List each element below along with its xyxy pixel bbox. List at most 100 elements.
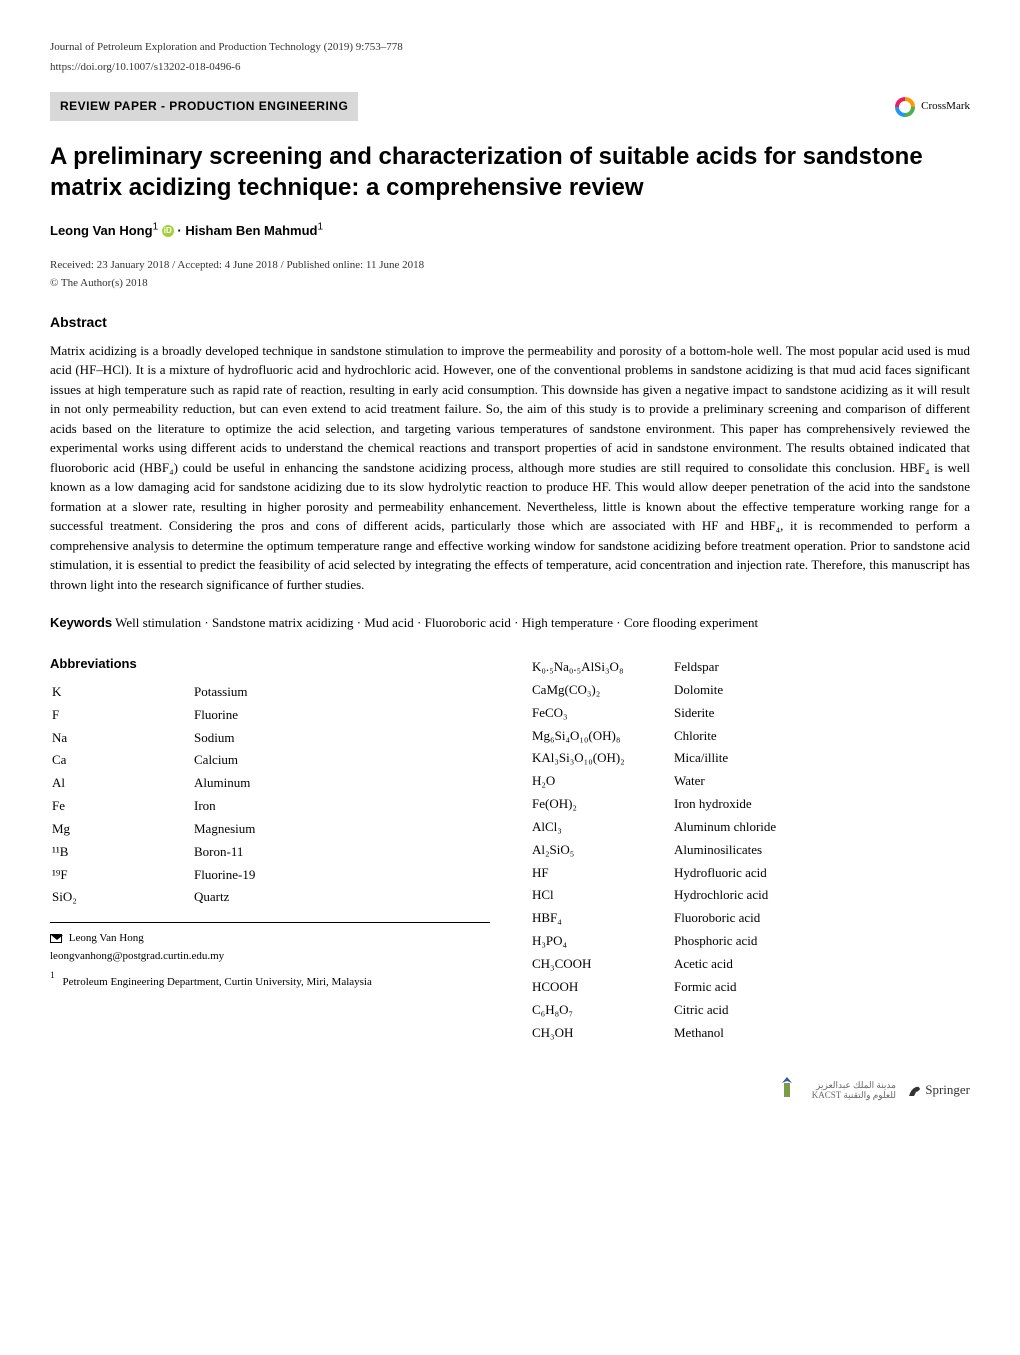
abbrev-symbol: CaMg(CO₃)₂ (532, 680, 672, 701)
abbrev-symbol: K₀.₅Na₀.₅AlSi₃O₈ (532, 657, 672, 678)
abbrev-row: C₆H₈O₇Citric acid (532, 1000, 968, 1021)
abbreviations-heading: Abbreviations (50, 655, 490, 674)
corresponding-author: Leong Van Hong (50, 931, 490, 947)
mail-icon (50, 934, 62, 943)
abbrev-definition: Methanol (674, 1023, 968, 1044)
abbrev-definition: Mica/illite (674, 748, 968, 769)
abbrev-row: Fe(OH)₂Iron hydroxide (532, 794, 968, 815)
abbrev-row: NaSodium (52, 728, 488, 749)
keywords-text: Well stimulation · Sandstone matrix acid… (115, 615, 758, 630)
abbrev-definition: Hydrofluoric acid (674, 863, 968, 884)
affiliation: 1 Petroleum Engineering Department, Curt… (50, 975, 490, 991)
abstract-heading: Abstract (50, 312, 970, 332)
abbrev-symbol: ¹¹B (52, 842, 192, 863)
abbrev-definition: Quartz (194, 887, 488, 908)
abbrev-definition: Siderite (674, 703, 968, 724)
abbrev-row: HBF₄Fluoroboric acid (532, 908, 968, 929)
abbrev-row: K₀.₅Na₀.₅AlSi₃O₈Feldspar (532, 657, 968, 678)
authors-line: Leong Van Hong1 · Hisham Ben Mahmud1 (50, 222, 970, 241)
abbrev-row: HClHydrochloric acid (532, 885, 968, 906)
abstract-text: Matrix acidizing is a broadly developed … (50, 341, 970, 595)
abbrev-row: ¹¹BBoron-11 (52, 842, 488, 863)
abbrev-symbol: K (52, 682, 192, 703)
paper-type-bar: REVIEW PAPER - PRODUCTION ENGINEERING Cr… (50, 92, 970, 121)
abbrev-definition: Calcium (194, 750, 488, 771)
abbrev-row: AlAluminum (52, 773, 488, 794)
abbrev-definition: Aluminosilicates (674, 840, 968, 861)
crossmark-badge[interactable]: CrossMark (895, 97, 970, 117)
abbrev-definition: Acetic acid (674, 954, 968, 975)
affiliation-num: 1 (50, 975, 55, 991)
page-footer: مدينة الملك عبدالعزيزKACST للعلوم والتقن… (50, 1075, 970, 1105)
abbrev-symbol: FeCO₃ (532, 703, 672, 724)
abbrev-symbol: Al₂SiO₅ (532, 840, 672, 861)
abbrev-symbol: Mg (52, 819, 192, 840)
abbrev-symbol: Al (52, 773, 192, 794)
keywords-label: Keywords (50, 615, 112, 630)
corresp-name: Leong Van Hong (69, 932, 144, 944)
abbrev-row: HCOOHFormic acid (532, 977, 968, 998)
abbrev-definition: Iron hydroxide (674, 794, 968, 815)
abbrev-row: AlCl₃Aluminum chloride (532, 817, 968, 838)
abbrev-definition: Boron-11 (194, 842, 488, 863)
abbrev-symbol: AlCl₃ (532, 817, 672, 838)
abbrev-symbol: CH₃OH (532, 1023, 672, 1044)
paper-type-badge: REVIEW PAPER - PRODUCTION ENGINEERING (50, 92, 358, 121)
abbrev-symbol: SiO₂ (52, 887, 192, 908)
abbrev-row: SiO₂Quartz (52, 887, 488, 908)
abbrev-definition: Citric acid (674, 1000, 968, 1021)
left-column: Abbreviations KPotassiumFFluorineNaSodiu… (50, 655, 490, 1045)
journal-info: Journal of Petroleum Exploration and Pro… (50, 40, 970, 56)
abbrev-symbol: Fe (52, 796, 192, 817)
corresp-email[interactable]: leongvanhong@postgrad.curtin.edu.my (50, 949, 490, 965)
abbrev-row: KAl₃Si₃O₁₀(OH)₂Mica/illite (532, 748, 968, 769)
crossmark-icon (895, 97, 915, 117)
abbrev-symbol: Mg₆Si₄O₁₀(OH)₈ (532, 726, 672, 747)
abbrev-row: CaCalcium (52, 750, 488, 771)
abbrev-row: FeIron (52, 796, 488, 817)
abbrev-row: FFluorine (52, 705, 488, 726)
crossmark-label: CrossMark (921, 99, 970, 115)
abbrev-row: Mg₆Si₄O₁₀(OH)₈Chlorite (532, 726, 968, 747)
abbrev-row: HFHydrofluoric acid (532, 863, 968, 884)
abbrev-symbol: KAl₃Si₃O₁₀(OH)₂ (532, 748, 672, 769)
orcid-icon[interactable] (162, 225, 174, 237)
publication-dates: Received: 23 January 2018 / Accepted: 4 … (50, 258, 970, 274)
right-column: K₀.₅Na₀.₅AlSi₃O₈FeldsparCaMg(CO₃)₂Dolomi… (530, 655, 970, 1045)
footnote-divider (50, 922, 490, 923)
kacst-logo-icon (772, 1075, 802, 1105)
abbrev-row: FeCO₃Siderite (532, 703, 968, 724)
abbrev-definition: Chlorite (674, 726, 968, 747)
abbrev-definition: Hydrochloric acid (674, 885, 968, 906)
author-1: Leong Van Hong (50, 223, 153, 238)
abbrev-row: ¹⁹FFluorine-19 (52, 865, 488, 886)
abbrev-symbol: HBF₄ (532, 908, 672, 929)
springer-logo: Springer (906, 1081, 970, 1100)
doi-link[interactable]: https://doi.org/10.1007/s13202-018-0496-… (50, 60, 970, 76)
springer-horse-icon (906, 1083, 922, 1099)
abbrev-symbol: HF (532, 863, 672, 884)
abbreviations-table-left: KPotassiumFFluorineNaSodiumCaCalciumAlAl… (50, 680, 490, 910)
abbrev-definition: Dolomite (674, 680, 968, 701)
author-1-sup: 1 (153, 221, 159, 232)
abbrev-row: Al₂SiO₅Aluminosilicates (532, 840, 968, 861)
abbrev-definition: Magnesium (194, 819, 488, 840)
keywords-line: Keywords Well stimulation · Sandstone ma… (50, 614, 970, 633)
abbrev-row: KPotassium (52, 682, 488, 703)
abbrev-symbol: H₂O (532, 771, 672, 792)
paper-title: A preliminary screening and characteriza… (50, 141, 970, 203)
abbrev-row: H₃PO₄Phosphoric acid (532, 931, 968, 952)
abbrev-row: H₂OWater (532, 771, 968, 792)
bottom-columns: Abbreviations KPotassiumFFluorineNaSodiu… (50, 655, 970, 1045)
abbrev-symbol: HCOOH (532, 977, 672, 998)
abbrev-definition: Formic acid (674, 977, 968, 998)
abbrev-definition: Phosphoric acid (674, 931, 968, 952)
abbrev-symbol: H₃PO₄ (532, 931, 672, 952)
abbrev-row: CaMg(CO₃)₂Dolomite (532, 680, 968, 701)
copyright: © The Author(s) 2018 (50, 276, 970, 292)
abbreviations-table-right: K₀.₅Na₀.₅AlSi₃O₈FeldsparCaMg(CO₃)₂Dolomi… (530, 655, 970, 1045)
abbrev-definition: Aluminum (194, 773, 488, 794)
abbrev-definition: Water (674, 771, 968, 792)
abbrev-symbol: HCl (532, 885, 672, 906)
affiliation-text: Petroleum Engineering Department, Curtin… (63, 975, 372, 991)
